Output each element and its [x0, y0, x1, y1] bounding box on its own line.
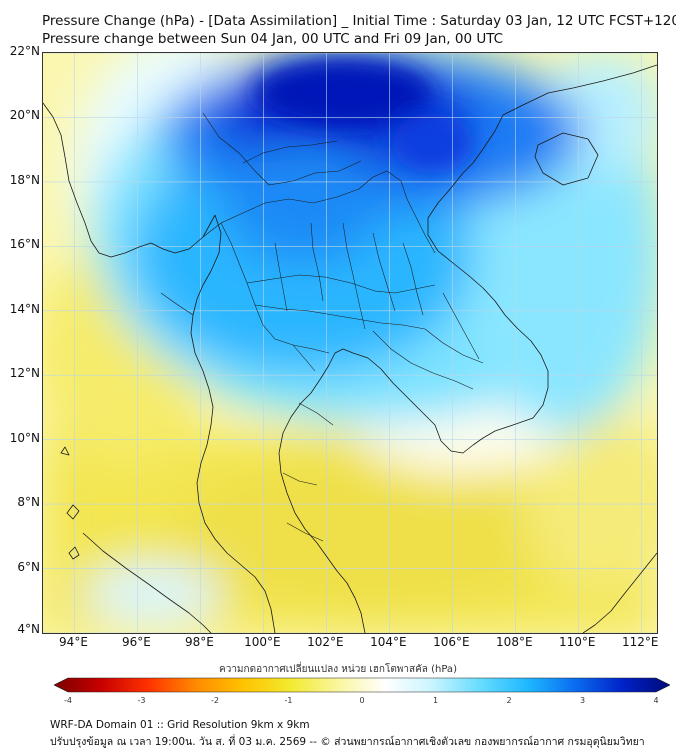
graticule	[43, 53, 657, 633]
colorbar-tick-label: 1	[433, 696, 438, 705]
colorbar: -4 -3 -2 -1 0 1 2 3 4	[53, 676, 671, 706]
chart-title: Pressure Change (hPa) - [Data Assimilati…	[42, 12, 676, 48]
longitude-label: 102°E	[307, 635, 344, 649]
colorbar-tick-label: -1	[285, 696, 293, 705]
latitude-label: 14°N	[9, 301, 40, 316]
latitude-label: 22°N	[9, 44, 40, 58]
colorbar-tick-label: 4	[653, 696, 658, 705]
latitude-label: 10°N	[9, 430, 40, 445]
title-line-1: Pressure Change (hPa) - [Data Assimilati…	[42, 13, 676, 29]
pressure-field	[43, 53, 657, 633]
colorbar-tick-label: -4	[64, 696, 72, 705]
longitude-label: 96°E	[122, 635, 151, 649]
latitude-label: 12°N	[9, 366, 40, 381]
colorbar-bar	[53, 677, 671, 693]
colorbar-tick-label: 0	[359, 696, 364, 705]
longitude-label: 104°E	[370, 635, 407, 649]
footer-line-1: WRF-DA Domain 01 :: Grid Resolution 9km …	[50, 719, 310, 731]
title-line-2: Pressure change between Sun 04 Jan, 00 U…	[42, 31, 504, 47]
latitude-label: 18°N	[9, 172, 40, 187]
footer-line-2: ปรับปรุงข้อมูล ณ เวลา 19:00น. วัน ส. ที่…	[50, 736, 645, 748]
longitude-label: 112°E	[622, 635, 659, 649]
colorbar-tick-label: 2	[506, 696, 511, 705]
coastlines	[43, 64, 657, 633]
colorbar-title: ความกดอากาศเปลี่ยนแปลง หน่วย เฮกโตพาสคัล…	[219, 664, 457, 675]
latitude-label: 20°N	[9, 108, 40, 123]
longitude-label: 100°E	[244, 635, 281, 649]
latitude-label: 8°N	[17, 495, 40, 510]
colorbar-tick-label: -2	[211, 696, 219, 705]
longitude-label: 110°E	[559, 635, 596, 649]
latitude-label: 16°N	[9, 237, 40, 252]
latitude-label: 4°N	[17, 622, 40, 636]
province-borders	[160, 112, 484, 542]
pressure-change-map	[42, 52, 658, 634]
colorbar-tick-label: -3	[138, 696, 146, 705]
colorbar-tick-label: 3	[580, 696, 585, 705]
colorbar-ticks: -4 -3 -2 -1 0 1 2 3 4	[64, 696, 659, 705]
longitude-label: 94°E	[59, 635, 88, 649]
longitude-label: 108°E	[496, 635, 533, 649]
latitude-label: 6°N	[17, 559, 40, 574]
longitude-label: 98°E	[184, 635, 214, 649]
longitude-label: 106°E	[433, 635, 470, 649]
